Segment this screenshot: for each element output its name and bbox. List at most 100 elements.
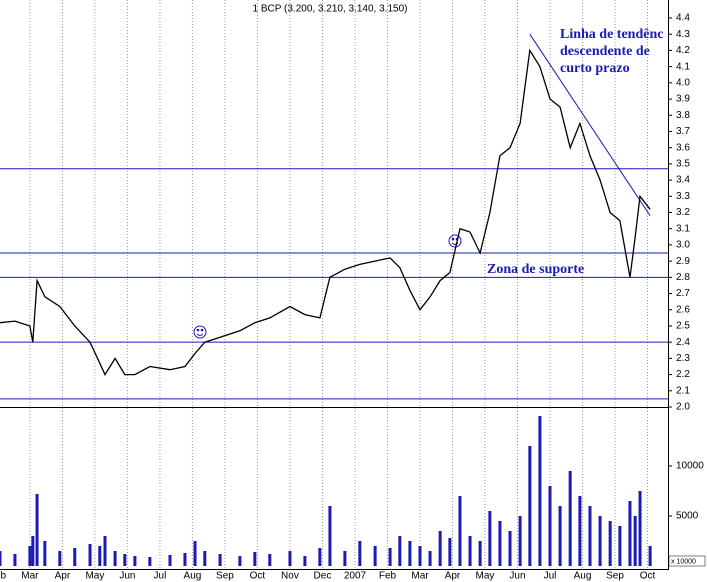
volume-bar [133, 556, 137, 566]
volume-bar [98, 546, 102, 566]
volume-bar [598, 516, 602, 566]
trend-line [529, 33, 651, 217]
y-tick-label: 3.2 [676, 207, 690, 218]
x-tick-label: Nov [281, 571, 299, 582]
volume-bar [268, 554, 272, 566]
volume-bar [458, 496, 462, 566]
y-tick-label: 2.9 [676, 256, 690, 267]
y-tick-label: 2.8 [676, 272, 690, 283]
volume-bar [193, 541, 197, 566]
x-tick-label: May [476, 571, 495, 582]
x-tick-label: Jun [119, 571, 135, 582]
y-tick-label: 4.4 [676, 13, 690, 24]
smiley [193, 325, 207, 339]
x-tick-label: Mar [411, 571, 429, 582]
volume-bar [58, 551, 62, 566]
volume-bar [618, 526, 622, 566]
volume-bar [28, 546, 32, 566]
x-tick-label: Oct [250, 571, 266, 582]
volume-bar [183, 553, 187, 566]
volume-bar [528, 446, 532, 566]
volume-bar [608, 521, 612, 566]
x-tick-label: Aug [184, 571, 202, 582]
price-line [0, 48, 651, 376]
volume-bar [31, 536, 35, 566]
x-tick-label: Apr [55, 571, 71, 582]
y-tick-label: 4.3 [676, 29, 690, 40]
grid [29, 0, 649, 569]
volume-bar [253, 552, 257, 566]
x-tick-label: Apr [445, 571, 461, 582]
volume-bar [168, 555, 172, 566]
y-tick-label: 4.2 [676, 45, 690, 56]
volume-bar [388, 548, 392, 566]
annotation: Linha de tendênc [560, 27, 663, 42]
x-tick-label: Mar [21, 571, 39, 582]
volume-bar [448, 538, 452, 566]
x-tick-label: 2007 [344, 571, 367, 582]
x-tick-label: Oct [640, 571, 656, 582]
volume-bar [468, 536, 472, 566]
unit-label: x 10000 [671, 558, 696, 565]
volume-bar [408, 541, 412, 566]
y-tick-label: 3.9 [676, 94, 690, 105]
volume-bar [578, 496, 582, 566]
y-tick-label: 3.1 [676, 223, 690, 234]
y-tick-label: 2.5 [676, 321, 690, 332]
volume-bar [43, 541, 47, 566]
y-tick-label: 2.4 [676, 337, 690, 348]
x-tick-label: Jun [509, 571, 525, 582]
volume-bar [568, 471, 572, 566]
volume-bar [588, 506, 592, 566]
y-tick-label: 5000 [676, 511, 699, 522]
x-tick-label: Feb [0, 571, 6, 582]
volume-bar [35, 494, 39, 566]
volume-bar [418, 546, 422, 566]
y-tick-label: 3.7 [676, 126, 690, 137]
volume-bar [638, 491, 642, 566]
y-tick-label: 2.7 [676, 288, 690, 299]
y-tick-label: 4.0 [676, 77, 690, 88]
volume-bar [548, 486, 552, 566]
y-tick-label: 3.3 [676, 191, 690, 202]
volume-bar [538, 416, 542, 566]
x-tick-label: Jul [544, 571, 557, 582]
x-tick-label: Aug [574, 571, 592, 582]
y-tick-label: 3.8 [676, 110, 690, 121]
volume-bar [478, 541, 482, 566]
unit-box [668, 555, 706, 567]
volume-bar [398, 536, 402, 566]
volume-bar [518, 516, 522, 566]
volume-bar [318, 548, 322, 566]
y-tick-label: 2.0 [676, 402, 690, 413]
x-tick-label: Feb [379, 571, 397, 582]
volume-bar [113, 551, 117, 566]
volume-bar [218, 554, 222, 566]
volume-bar [373, 546, 377, 566]
annotation: Zona de suporte [487, 262, 584, 277]
y-tick-label: 2.3 [676, 353, 690, 364]
volume-bar [438, 531, 442, 566]
x-tick-label: Sep [216, 571, 234, 582]
volume-bar [328, 506, 332, 566]
y-tick-label: 3.4 [676, 175, 690, 186]
volume-bar [0, 551, 2, 566]
x-tick-label: May [85, 571, 104, 582]
volume-bar [558, 506, 562, 566]
x-tick-label: Dec [314, 571, 332, 582]
volume-bar [13, 554, 17, 566]
volume-bar [203, 551, 207, 566]
volume-bar [498, 521, 502, 566]
x-tick-label: Jul [154, 571, 167, 582]
volume-bar [358, 541, 362, 566]
volume-bar [343, 551, 347, 566]
volume-bar [488, 511, 492, 566]
annotation: curto prazo [560, 61, 630, 76]
annotation: descendente de [560, 44, 650, 59]
volume-bar [628, 501, 632, 566]
chart-title: 1 BCP (3.200, 3.210, 3.140, 3.150) [253, 4, 408, 15]
x-tick-label: Sep [606, 571, 624, 582]
volume-bar [148, 557, 152, 566]
